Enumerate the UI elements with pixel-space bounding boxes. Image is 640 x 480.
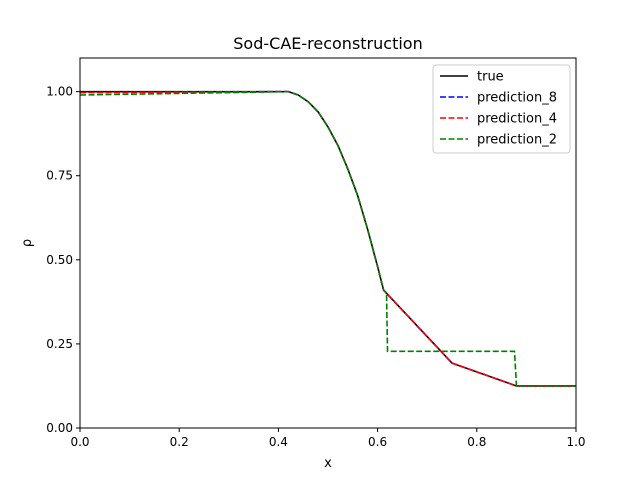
plot-area-frame bbox=[79, 57, 577, 429]
x-tick-label: 0.6 bbox=[368, 435, 387, 449]
y-tick-label: 0.75 bbox=[46, 169, 73, 183]
y-tick-label: 0.00 bbox=[46, 421, 73, 435]
x-tick-label: 1.0 bbox=[566, 435, 585, 449]
series-line-prediction-2 bbox=[80, 90, 576, 387]
x-tick-label: 0.2 bbox=[170, 435, 189, 449]
x-tick-label: 0.4 bbox=[269, 435, 288, 449]
series-layer bbox=[80, 90, 576, 387]
legend-label-prediction-4: prediction_4 bbox=[477, 112, 557, 127]
x-axis-ticks: 0.0 0.2 0.4 0.6 0.8 1.0 bbox=[70, 428, 586, 449]
legend-label-prediction-8: prediction_8 bbox=[477, 91, 557, 106]
y-tick-label: 0.50 bbox=[46, 253, 73, 267]
y-tick-label: 0.25 bbox=[46, 337, 73, 351]
legend-label-true: true bbox=[477, 70, 504, 85]
legend-frame bbox=[432, 64, 571, 154]
y-axis-ticks: 0.00 0.25 0.50 0.75 1.00 bbox=[46, 85, 80, 435]
x-tick-label: 0.8 bbox=[467, 435, 486, 449]
legend: true prediction_8 prediction_4 prediction_2 bbox=[432, 64, 571, 154]
x-axis-label: x bbox=[324, 456, 332, 471]
y-axis-label: ρ bbox=[20, 239, 35, 247]
x-tick-label: 0.0 bbox=[70, 435, 89, 449]
chart-title: Sod-CAE-reconstruction bbox=[233, 34, 422, 53]
legend-label-prediction-2: prediction_2 bbox=[477, 133, 557, 148]
y-tick-label: 1.00 bbox=[46, 85, 73, 99]
